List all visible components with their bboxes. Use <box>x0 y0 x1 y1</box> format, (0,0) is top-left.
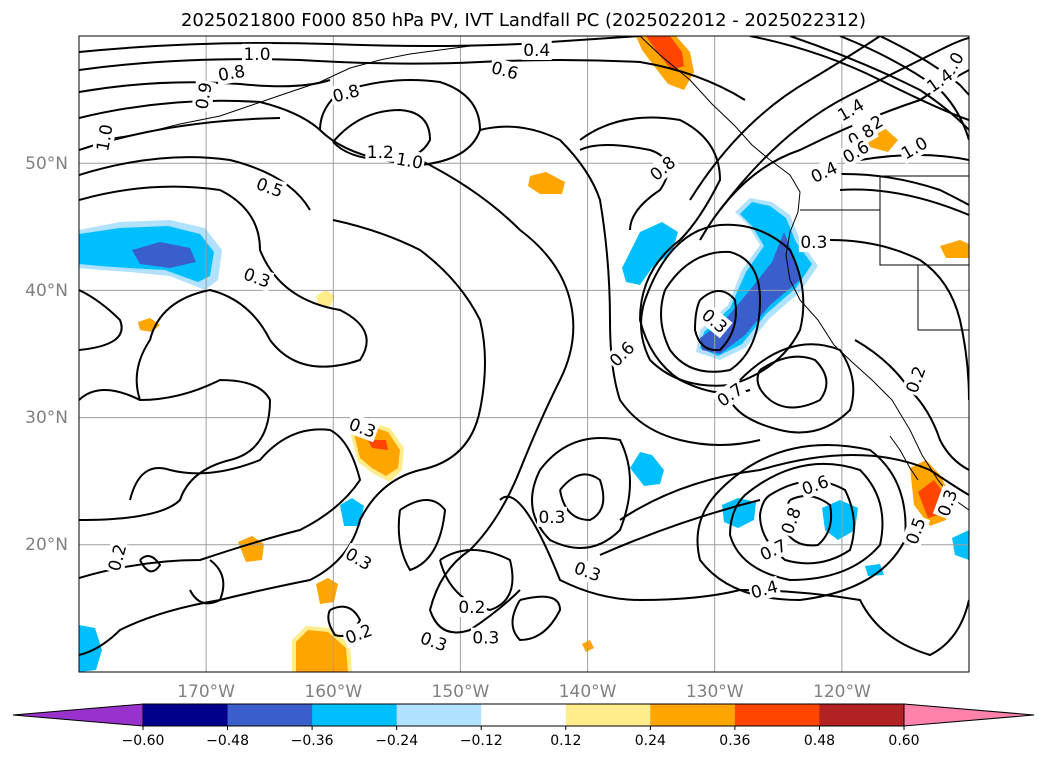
colorbar-swatch <box>565 704 651 726</box>
contour-label-bg <box>365 141 396 162</box>
contour-label-bg <box>901 513 931 549</box>
contour-label-bg <box>798 232 829 253</box>
contour-label-bg <box>932 485 962 521</box>
colorbar-swatch <box>396 704 482 726</box>
contour-label: 0.3 <box>538 508 565 528</box>
contour-label: 0.4 <box>523 41 550 61</box>
contour-label-bg <box>393 148 427 174</box>
pv-contours <box>79 36 969 657</box>
lat-label-50n: 50°N <box>25 154 68 174</box>
lon-label-160w: 160°W <box>304 682 362 702</box>
contour-label-bg <box>837 135 874 168</box>
contour-label: 0.8 <box>217 62 247 86</box>
colorbar-swatch <box>227 704 313 726</box>
lon-label-170w: 170°W <box>177 682 235 702</box>
contour-label-bg <box>252 172 288 202</box>
contour-label-bg <box>604 336 640 372</box>
contour-label-bg <box>328 79 364 107</box>
contour-label: 1.2 <box>367 143 394 163</box>
lon-label-140w: 140°W <box>559 682 617 702</box>
map-frame <box>78 35 970 673</box>
colorbar-frame <box>142 703 905 727</box>
colorbar-extend-low <box>12 703 144 727</box>
contour-label: 1.0 <box>243 45 270 65</box>
colorbar-tick-label: −0.36 <box>291 733 334 749</box>
contour-label-bg <box>832 93 869 126</box>
map-plot-area: 1.00.80.9 0.81.00.40.61.2 1.00.50.81.01.41… <box>79 36 969 672</box>
colorbar-tick-label: −0.60 <box>122 733 165 749</box>
contour-label-bg <box>103 540 131 575</box>
contour-label-bg <box>456 597 487 618</box>
contour-label-bg <box>570 556 606 587</box>
colorbar-swatch <box>143 704 229 726</box>
colorbar-swatch <box>312 704 398 726</box>
contour-label-bg <box>776 503 806 539</box>
lon-label-120w: 120°W <box>813 682 871 702</box>
contour-label-bg <box>797 470 833 500</box>
contour-label-bg <box>470 627 501 648</box>
contour-label: 0.3 <box>472 629 499 649</box>
contour-label: 1.0 <box>394 149 424 173</box>
colorbar-tick-label: 0.60 <box>888 733 919 749</box>
contour-label-bg <box>921 63 958 98</box>
contour-label-bg <box>239 263 275 293</box>
figure-title: 2025021800 F000 850 hPa PV, IVT Landfall… <box>180 10 867 31</box>
contour-label-bg <box>747 575 782 603</box>
lon-label-130w: 130°W <box>686 682 744 702</box>
contour-label: 0.2 <box>458 598 485 618</box>
contour-label-bg <box>416 626 452 656</box>
lat-label-30n: 30°N <box>25 408 68 428</box>
colorbar-swatch <box>734 704 820 726</box>
contour-label-bg <box>487 56 523 84</box>
lat-label-40n: 40°N <box>25 281 68 301</box>
contour-label-bg <box>191 79 217 113</box>
lon-label-150w: 150°W <box>432 682 490 702</box>
colorbar-tick-label: 0.36 <box>719 733 750 749</box>
contour-label-bg <box>340 542 377 575</box>
contour-label-bg <box>521 39 552 60</box>
contour-label-bg <box>901 361 931 397</box>
colorbar-tick-label: 0.48 <box>804 733 835 749</box>
longitude-labels: 170°W 160°W 150°W 140°W 130°W 120°W <box>177 682 871 702</box>
colorbar: −0.60 −0.48 −0.36 −0.24 −0.12 0.12 0.24 0.36 0.4… <box>12 703 1035 749</box>
coastlines <box>99 36 969 511</box>
contour-label-bg <box>536 506 567 527</box>
colorbar-tick-label: −0.24 <box>375 733 418 749</box>
contour-label-bg <box>806 156 842 188</box>
contour-label-bg <box>711 377 748 412</box>
contour-label: 0.9 <box>192 81 216 111</box>
contour-label-bg <box>345 413 381 443</box>
contour-label-bg <box>644 150 681 186</box>
contour-label-bg <box>242 43 272 64</box>
latitude-labels: 50°N 40°N 30°N 20°N <box>25 154 68 555</box>
contour-label-bg <box>896 131 933 165</box>
colorbar-tick-label: −0.48 <box>206 733 249 749</box>
colorbar-swatch <box>819 704 905 726</box>
colorbar-extend-high <box>903 703 1035 727</box>
colorbar-tick-label: −0.12 <box>460 733 503 749</box>
contour-label-bg <box>696 303 733 339</box>
contour-label: 0.3 <box>800 233 827 253</box>
contour-label: 1.0 <box>93 123 117 153</box>
colorbar-tick-label: 0.24 <box>635 733 666 749</box>
colorbar-swatch <box>650 704 736 726</box>
colorbar-tick-label: 0.12 <box>550 733 581 749</box>
contour-label-bg <box>91 121 117 155</box>
colorbar-swatch <box>481 704 567 726</box>
lat-label-20n: 20°N <box>25 535 68 555</box>
contour-label-bg <box>215 60 249 86</box>
contour-label-bg <box>341 619 377 649</box>
contour-label-bg <box>755 534 792 566</box>
